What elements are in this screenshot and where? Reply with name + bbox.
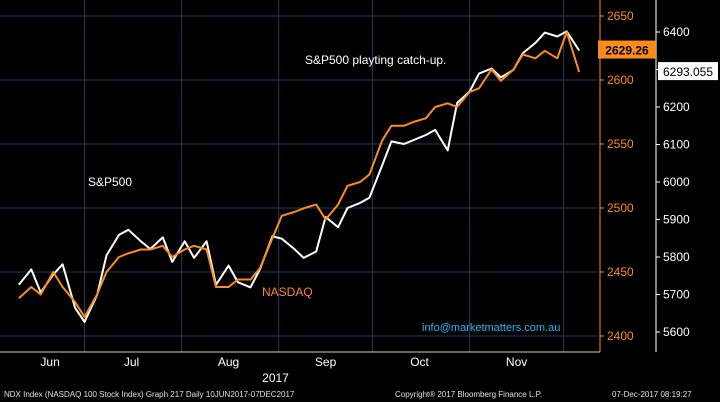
x-tick-label: Jun <box>40 355 59 369</box>
left-axis: 2400 2450 2500 2550 2600 2650 <box>599 0 634 352</box>
right-axis-tick-label: 5900 <box>663 213 690 227</box>
x-tick-label: Nov <box>506 355 527 369</box>
plot-background <box>0 0 598 352</box>
left-axis-tick-label: 2500 <box>607 201 634 215</box>
left-axis-tick-label: 2600 <box>607 73 634 87</box>
last-value-right-label: 6293.055 <box>663 65 713 79</box>
last-value-left-label: 2629.26 <box>605 44 649 58</box>
last-value-left-box <box>598 40 656 59</box>
right-axis-tick-label: 5600 <box>663 325 690 339</box>
x-tick-label: Jul <box>124 355 139 369</box>
last-value-right-box <box>658 62 718 81</box>
right-axis-tick-label: 6000 <box>663 175 690 189</box>
right-axis-tick-label: 6100 <box>663 138 690 152</box>
x-tick-label: Oct <box>410 355 429 369</box>
horizontal-gridlines <box>0 15 598 337</box>
footer-left-text: NDX Index (NASDAQ 100 Stock Index) Graph… <box>4 390 295 399</box>
x-tick-label: Aug <box>218 355 239 369</box>
footer-timestamp-text: 07-Dec-2017 08:19:27 <box>612 390 692 399</box>
last-value-labels: 2629.26 6293.055 <box>598 40 718 81</box>
plot-area: S&P500 playting catch-up. S&P500 NASDAQ inf… <box>0 0 598 352</box>
footer-copyright-text: Copyright® 2017 Bloomberg Finance L.P. <box>395 390 543 399</box>
left-axis-tick-label: 2650 <box>607 9 634 23</box>
annotation-text: S&P500 playting catch-up. <box>305 53 446 67</box>
annotation-text: NASDAQ <box>262 285 313 299</box>
left-axis-tick-label: 2550 <box>607 137 634 151</box>
right-axis-tick-label: 6400 <box>663 25 690 39</box>
right-axis-tick-label: 6200 <box>663 100 690 114</box>
x-year-label: 2017 <box>262 371 289 385</box>
chart-svg: S&P500 playting catch-up. S&P500 NASDAQ inf… <box>0 0 720 386</box>
annotations-layer: S&P500 playting catch-up. S&P500 NASDAQ inf… <box>88 53 560 334</box>
vertical-gridlines <box>84 0 565 352</box>
footer-bar: NDX Index (NASDAQ 100 Stock Index) Graph… <box>0 386 720 402</box>
left-axis-tick-label: 2450 <box>607 265 634 279</box>
series-line-s-p500 <box>18 30 581 323</box>
series-layer <box>18 30 581 323</box>
left-axis-tick-label: 2400 <box>607 329 634 343</box>
annotation-text: S&P500 <box>88 175 132 189</box>
right-axis-tick-label: 5800 <box>663 250 690 264</box>
x-axis: Jun Jul Aug Sep Oct Nov 2017 <box>0 351 600 385</box>
series-line-nasdaq <box>18 31 581 318</box>
x-tick-label: Sep <box>315 355 337 369</box>
right-axis-tick-label: 5700 <box>663 288 690 302</box>
annotation-text: info@marketmatters.com.au <box>422 322 560 334</box>
